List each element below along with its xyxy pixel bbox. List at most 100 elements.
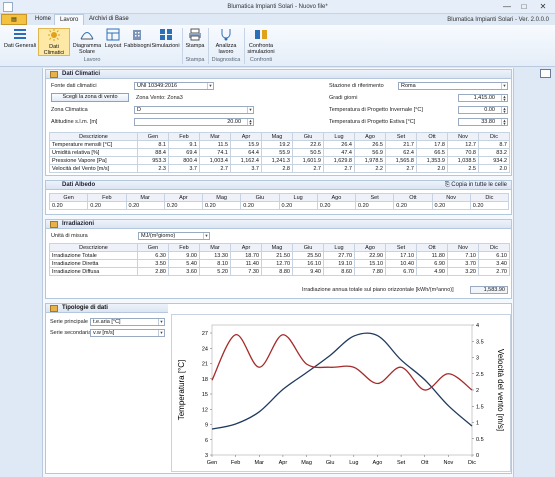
table-cell[interactable]: 8.80 [261,267,293,276]
table-cell[interactable]: 2.7 [323,164,355,173]
table-cell[interactable]: 1,038.5 [447,156,479,165]
file-menu-button[interactable]: ▤ [1,14,27,25]
albedo-cell[interactable]: 0.20 [278,201,318,210]
table-cell[interactable]: 64.4 [230,148,262,157]
table-cell[interactable]: 3.40 [478,259,510,268]
table-cell[interactable]: 2.2 [354,164,386,173]
table-cell[interactable]: 21.50 [261,251,293,260]
albedo-cell[interactable]: 0.20 [431,201,471,210]
table-cell[interactable]: 2.8 [261,164,293,173]
table-cell[interactable]: 12.7 [447,140,479,149]
table-cell[interactable]: 22.90 [354,251,386,260]
table-cell[interactable]: 6.30 [137,251,169,260]
table-cell[interactable]: 5.20 [199,267,231,276]
table-cell[interactable]: 19.2 [261,140,293,149]
table-cell[interactable]: 11.5 [199,140,231,149]
table-cell[interactable]: 11.40 [230,259,262,268]
table-cell[interactable]: 55.9 [261,148,293,157]
albedo-cell[interactable]: 0.20 [393,201,433,210]
spinner-icon[interactable]: ▲ ▼ [247,118,253,126]
confronta-simulazioni-button[interactable]: Confronta simulazioni [246,28,276,56]
table-cell[interactable]: 10.40 [385,259,417,268]
table-cell[interactable]: 15.9 [230,140,262,149]
zona-climatica-select[interactable]: D ▼ [134,106,254,114]
table-cell[interactable]: 69.4 [168,148,200,157]
table-cell[interactable]: 5.40 [168,259,200,268]
table-cell[interactable]: 9.00 [168,251,200,260]
dati-climatici-button[interactable]: Dati Climatici [38,28,70,56]
table-cell[interactable]: 26.5 [354,140,386,149]
diagramma-solare-button[interactable]: Diagramma Solare [72,28,102,56]
fabbisogni-button[interactable]: Fabbisogni [124,28,151,56]
table-cell[interactable]: 1,629.8 [323,156,355,165]
layout-button[interactable]: Layout [103,28,123,56]
table-cell[interactable]: 3.20 [447,267,479,276]
table-cell[interactable]: 3.60 [168,267,200,276]
table-cell[interactable]: 2.7 [385,164,417,173]
dati-generali-button[interactable]: Dati Generali [3,28,37,56]
table-cell[interactable]: 13.30 [199,251,231,260]
table-cell[interactable]: 2.5 [447,164,479,173]
table-cell[interactable]: 66.5 [416,148,448,157]
table-cell[interactable]: 18.70 [230,251,262,260]
table-cell[interactable]: 6.70 [385,267,417,276]
albedo-cell[interactable]: 0.20 [469,201,510,210]
table-cell[interactable]: 15.10 [354,259,386,268]
table-cell[interactable]: 27.70 [323,251,355,260]
albedo-cell[interactable]: 0.20 [354,201,395,210]
table-cell[interactable]: 21.7 [385,140,417,149]
table-cell[interactable]: 6.10 [478,251,510,260]
albedo-cell[interactable]: 0.20 [316,201,357,210]
table-cell[interactable]: 2.0 [478,164,510,173]
table-cell[interactable]: 3.7 [168,164,200,173]
albedo-cell[interactable]: 0.20 [201,201,242,210]
table-cell[interactable]: 7.30 [230,267,262,276]
table-cell[interactable]: 22.6 [292,140,324,149]
table-cell[interactable]: 62.4 [385,148,417,157]
table-cell[interactable]: 8.1 [137,140,169,149]
table-cell[interactable]: 88.4 [137,148,169,157]
table-cell[interactable]: 3.70 [447,259,479,268]
temp-invernale-input[interactable]: 0.00 ▲ ▼ [458,106,508,114]
table-cell[interactable]: 2.3 [137,164,169,173]
minimize-button[interactable]: — [503,2,511,11]
albedo-cell[interactable]: 0.20 [125,201,165,210]
spinner-icon[interactable]: ▲ ▼ [501,94,507,102]
table-cell[interactable]: 17.8 [416,140,448,149]
analizza-lavoro-button[interactable]: Analizza lavoro [210,28,242,56]
stampa-button[interactable]: Stampa [184,28,206,56]
spinner-icon[interactable]: ▲ ▼ [501,118,507,126]
serie-secondaria-select[interactable]: v.w [m/s] ▼ [90,329,165,337]
table-cell[interactable]: 83.2 [478,148,510,157]
table-cell[interactable]: 74.1 [199,148,231,157]
table-cell[interactable]: 2.7 [199,164,231,173]
table-cell[interactable]: 953.3 [137,156,169,165]
table-cell[interactable]: 8.60 [323,267,355,276]
spinner-icon[interactable]: ▲ ▼ [501,106,507,114]
maximize-button[interactable]: □ [521,2,527,11]
table-cell[interactable]: 19.10 [323,259,355,268]
table-cell[interactable]: 8.7 [478,140,510,149]
quick-access-icon[interactable] [3,2,13,12]
table-cell[interactable]: 56.9 [354,148,386,157]
table-cell[interactable]: 8.10 [199,259,231,268]
simulazioni-button[interactable]: Simulazioni [151,28,180,56]
table-cell[interactable]: 1,162.4 [230,156,262,165]
table-cell[interactable]: 1,003.4 [199,156,231,165]
table-cell[interactable]: 3.50 [137,259,169,268]
table-cell[interactable]: 7.80 [354,267,386,276]
table-cell[interactable]: 4.90 [416,267,448,276]
tab-archivi-di-base[interactable]: Archivi di Base [89,16,129,22]
albedo-cell[interactable]: 0.20 [163,201,204,210]
table-cell[interactable]: 25.50 [292,251,324,260]
table-cell[interactable]: 17.10 [385,251,417,260]
table-cell[interactable]: 11.80 [416,251,448,260]
unita-select[interactable]: MJ/(m²giorno) ▼ [138,232,210,240]
table-cell[interactable]: 3.7 [230,164,262,173]
stazione-select[interactable]: Roma ▼ [398,82,508,90]
albedo-cell[interactable]: 0.20 [87,201,127,210]
copy-all-cells-button[interactable]: ⎘ Copia in tutte le celle [445,181,507,190]
table-cell[interactable]: 9.40 [292,267,324,276]
side-panel-toggle-icon[interactable] [540,69,551,78]
table-cell[interactable]: 1,353.9 [416,156,448,165]
